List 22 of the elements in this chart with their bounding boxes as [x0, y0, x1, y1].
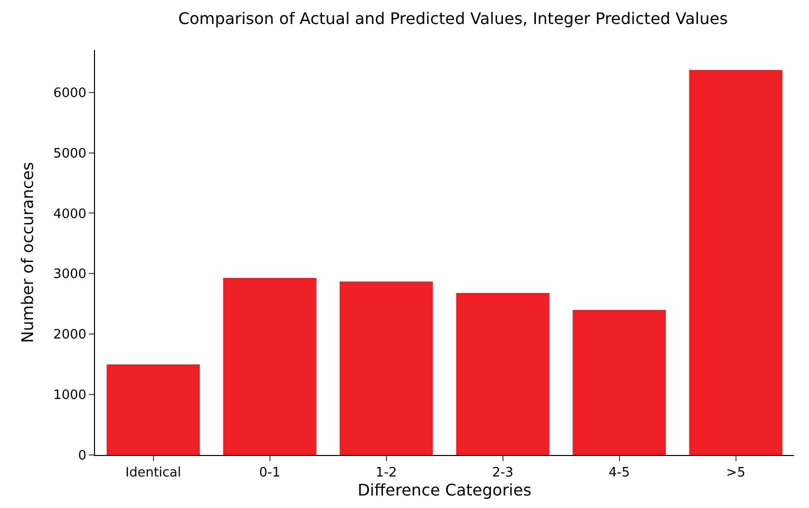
x-tick-label: 2-3: [492, 466, 514, 481]
y-tick-label: 3000: [53, 267, 86, 282]
y-tick-label: 1000: [53, 388, 86, 404]
bar: [689, 70, 782, 455]
chart-title: Comparison of Actual and Predicted Values, Integer Predicted Values: [178, 8, 728, 28]
bar: [106, 364, 200, 455]
bar: [223, 278, 316, 455]
bar: [572, 310, 666, 455]
y-tick-label: 0: [78, 448, 86, 464]
x-tick-label: 0-1: [259, 466, 280, 481]
x-tick-label: 1-2: [376, 466, 397, 481]
x-tick-label: Identical: [125, 466, 182, 481]
bar: [456, 293, 550, 455]
y-tick-label: 6000: [53, 86, 86, 101]
y-tick-label: 5000: [53, 146, 86, 162]
bar: [340, 282, 433, 455]
y-axis-title: Number of occurances: [18, 162, 38, 343]
x-tick-label: >5: [726, 466, 746, 481]
y-tick-label: 2000: [53, 328, 86, 343]
y-tick-label: 4000: [53, 206, 86, 222]
x-axis-title: Difference Categories: [358, 480, 532, 500]
x-tick-label: 4-5: [608, 466, 630, 481]
